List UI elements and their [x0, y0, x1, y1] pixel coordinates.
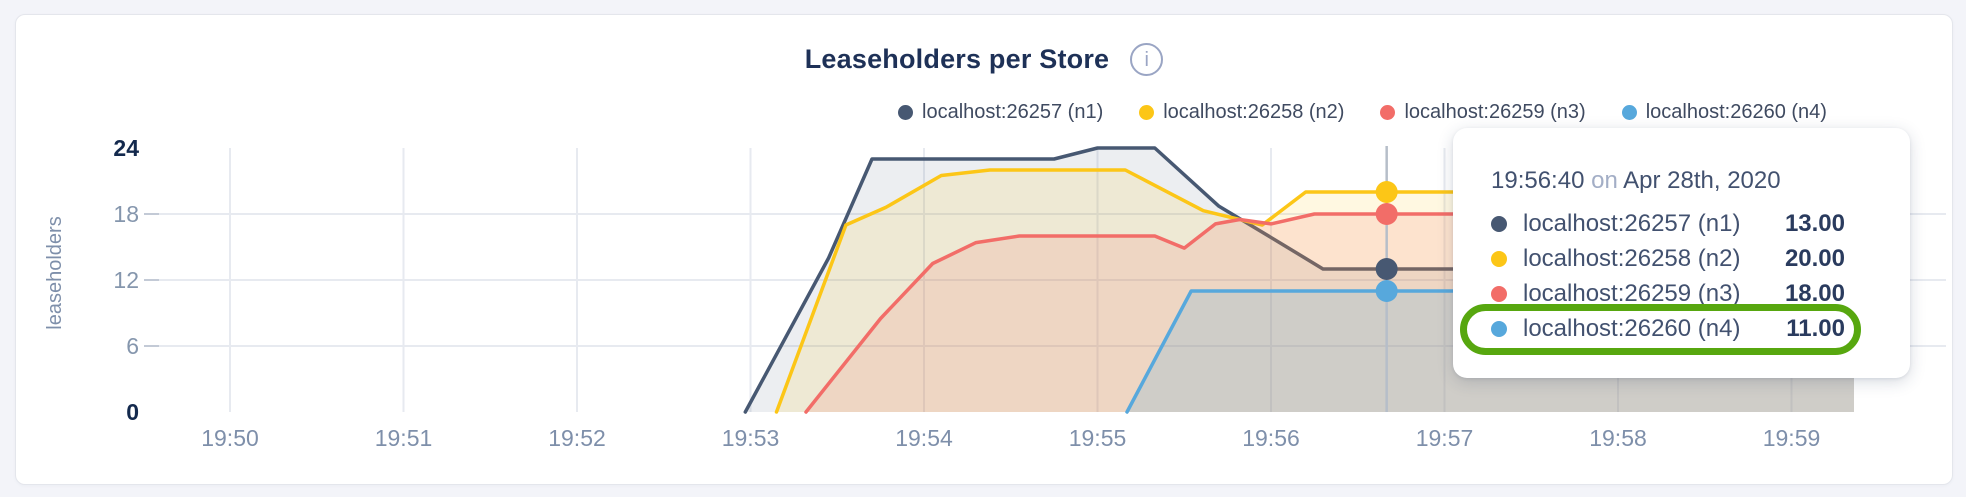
legend-dot-icon	[1621, 105, 1637, 120]
legend-item-n1[interactable]: localhost:26257 (n1)	[898, 101, 1103, 124]
tooltip-time: 19:56:40	[1491, 167, 1585, 194]
x-tick-label: 19:51	[375, 425, 433, 451]
legend-item-n4[interactable]: localhost:26260 (n4)	[1621, 101, 1827, 124]
tooltip-series-dot-icon	[1491, 285, 1507, 302]
x-tick-label: 19:56	[1242, 425, 1300, 451]
legend-item-label: localhost:26260 (n4)	[1645, 101, 1827, 123]
x-tick-label: 19:57	[1416, 425, 1474, 451]
tooltip-row-n1: localhost:26257 (n1) 13.00	[1491, 206, 1872, 241]
tooltip-series-dot-icon	[1491, 250, 1507, 267]
series-line-n1[interactable]	[743, 146, 1856, 414]
tooltip-row-n2: localhost:26258 (n2) 20.00	[1491, 241, 1872, 276]
x-tick-label: 19:58	[1589, 425, 1647, 451]
y-tick-label: 18	[113, 201, 139, 227]
legend-dot-icon	[1380, 105, 1396, 120]
tooltip-series-value: 20.00	[1784, 244, 1845, 272]
x-tick-label: 19:53	[722, 425, 780, 451]
tooltip-timestamp: 19:56:40 on Apr 28th, 2020	[1491, 164, 1872, 198]
chart-card: Leaseholders per Store i localhost:26257…	[15, 14, 1953, 485]
tooltip-series-dot-icon	[1491, 320, 1507, 337]
legend-dot-icon	[1139, 105, 1155, 120]
y-tick-label: 24	[113, 135, 139, 161]
tooltip-series-name: localhost:26260 (n4)	[1523, 314, 1741, 342]
tooltip-series-name: localhost:26259 (n3)	[1523, 279, 1741, 307]
y-axis-title: leaseholders	[44, 216, 66, 329]
hover-point-n4	[1375, 280, 1398, 302]
legend-item-n3[interactable]: localhost:26259 (n3)	[1380, 101, 1586, 124]
tooltip-series-value: 11.00	[1786, 314, 1845, 342]
legend-item-label: localhost:26259 (n3)	[1404, 101, 1586, 123]
info-icon[interactable]: i	[1130, 43, 1164, 76]
series-line-n3[interactable]	[804, 212, 1856, 414]
x-tick-label: 19:50	[201, 425, 259, 451]
tooltip-series-value: 13.00	[1784, 209, 1845, 237]
hover-tooltip: 19:56:40 on Apr 28th, 2020 localhost:262…	[1453, 128, 1910, 378]
x-tick-label: 19:52	[548, 425, 606, 451]
tooltip-series-dot-icon	[1491, 215, 1507, 232]
tooltip-series-value: 18.00	[1784, 279, 1845, 307]
y-tick-label: 0	[126, 399, 139, 425]
tooltip-series-name: localhost:26257 (n1)	[1523, 209, 1741, 237]
y-tick-label: 12	[113, 267, 139, 293]
x-tick-label: 19:54	[895, 425, 953, 451]
legend-item-n2[interactable]: localhost:26258 (n2)	[1139, 101, 1344, 124]
chart-title: Leaseholders per Store	[804, 44, 1110, 74]
legend-item-label: localhost:26257 (n1)	[922, 101, 1104, 123]
chart-legend: localhost:26257 (n1) localhost:26258 (n2)…	[898, 101, 1827, 124]
hover-point-n1	[1375, 258, 1398, 280]
tooltip-row-n3: localhost:26259 (n3) 18.00	[1491, 276, 1872, 311]
legend-dot-icon	[898, 105, 913, 120]
hover-point-n2	[1375, 181, 1398, 203]
tooltip-series-name: localhost:26258 (n2)	[1523, 244, 1741, 272]
series-line-n2[interactable]	[774, 168, 1856, 414]
tooltip-conjunction: on	[1591, 167, 1618, 194]
x-tick-label: 19:55	[1069, 425, 1127, 451]
legend-item-label: localhost:26258 (n2)	[1163, 101, 1345, 123]
hover-point-n3	[1375, 203, 1398, 225]
tooltip-date: Apr 28th, 2020	[1623, 167, 1781, 194]
x-tick-label: 19:59	[1763, 425, 1821, 451]
y-tick-label: 6	[126, 333, 139, 359]
tooltip-rows: localhost:26257 (n1) 13.00 localhost:26258…	[1491, 206, 1872, 346]
tooltip-row-n4: localhost:26260 (n4) 11.00	[1491, 311, 1872, 346]
chart-header: Leaseholders per Store i	[16, 43, 1952, 76]
